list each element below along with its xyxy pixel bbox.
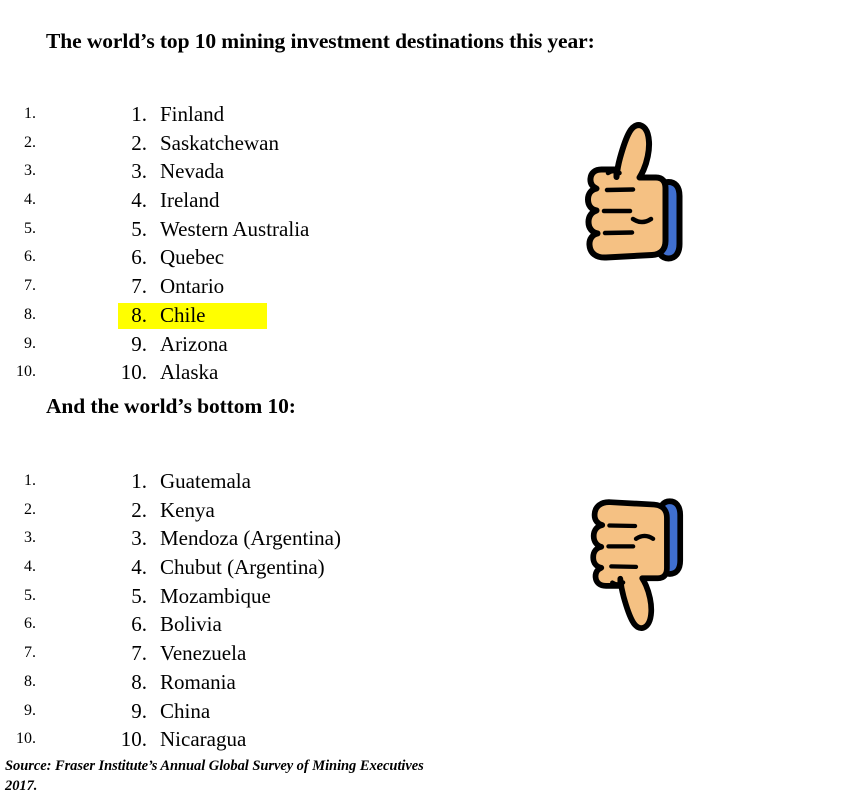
bottom-list-item-number: 7. xyxy=(100,639,147,668)
bottom-list-item-label: Guatemala xyxy=(160,467,251,496)
bottom-list-item: 2. Kenya xyxy=(40,496,460,525)
top-list-item-number: 6. xyxy=(100,243,147,272)
top-list-item-number: 4. xyxy=(100,186,147,215)
top-list-item-number: 9. xyxy=(100,330,147,359)
bottom-list-item-number: 6. xyxy=(100,610,147,639)
bottom-list-item: 9. China xyxy=(40,697,460,726)
top-list-item-label: Western Australia xyxy=(160,215,309,244)
top-list-item: 8. Chile xyxy=(40,301,460,330)
top-list-item: 2. Saskatchewan xyxy=(40,129,460,158)
top-list-item-number: 1. xyxy=(100,100,147,129)
top-list-item-label: Alaska xyxy=(160,358,218,387)
thumbs-down-icon xyxy=(578,489,694,639)
top-list-item: 3. Nevada xyxy=(40,157,460,186)
bottom-list-item: 4. Chubut (Argentina) xyxy=(40,553,460,582)
top-list-item: 9. Arizona xyxy=(40,330,460,359)
top-list-item-label: Arizona xyxy=(160,330,228,359)
bottom-list-item: 3. Mendoza (Argentina) xyxy=(40,524,460,553)
top-list-item: 10. Alaska xyxy=(40,358,460,387)
bottom-list-item-label: China xyxy=(160,697,210,726)
bottom-list-item: 7. Venezuela xyxy=(40,639,460,668)
top-list-item: 7. Ontario xyxy=(40,272,460,301)
bottom-list-item-label: Romania xyxy=(160,668,236,697)
bottom-list-item: 8. Romania xyxy=(40,668,460,697)
bottom-list-item-label: Kenya xyxy=(160,496,215,525)
top-list-item-label: Saskatchewan xyxy=(160,129,279,158)
top-list-item-label: Ireland xyxy=(160,186,219,215)
bottom-list-item-number: 2. xyxy=(100,496,147,525)
bottom-list-item-label: Mozambique xyxy=(160,582,271,611)
bottom-list-item-number: 8. xyxy=(100,668,147,697)
bottom-list-item: 5. Mozambique xyxy=(40,582,460,611)
bottom-list-item-number: 10. xyxy=(100,725,147,754)
top-list-item-number: 7. xyxy=(100,272,147,301)
bottom-list-heading: And the world’s bottom 10: xyxy=(46,396,296,418)
thumbs-up-knuckle-line-1 xyxy=(607,190,633,191)
top-list-item: 1. Finland xyxy=(40,100,460,129)
bottom-list-item-number: 3. xyxy=(100,524,147,553)
bottom-list-item-label: Venezuela xyxy=(160,639,246,668)
bottom-list-item-label: Mendoza (Argentina) xyxy=(160,524,341,553)
top-list-heading: The world’s top 10 mining investment des… xyxy=(46,31,595,53)
bottom-list-item: 6. Bolivia xyxy=(40,610,460,639)
top-list-item-label: Finland xyxy=(160,100,224,129)
thumbs-up-icon xyxy=(572,120,694,265)
top-list-item: 5. Western Australia xyxy=(40,215,460,244)
bottom-list-item-label: Bolivia xyxy=(160,610,222,639)
top-10-list: 1. Finland 2. Saskatchewan 3. Nevada 4. Ireland… xyxy=(0,100,460,387)
top-list-item-label: Quebec xyxy=(160,243,224,272)
bottom-list-item-label: Chubut (Argentina) xyxy=(160,553,325,582)
bottom-list-item-number: 9. xyxy=(100,697,147,726)
top-list-item-number: 3. xyxy=(100,157,147,186)
source-citation: Source: Fraser Institute’s Annual Global… xyxy=(5,757,445,796)
top-list-item: 6. Quebec xyxy=(40,243,460,272)
top-list-item-number: 5. xyxy=(100,215,147,244)
bottom-list-item-number: 4. xyxy=(100,553,147,582)
bottom-list-item-label: Nicaragua xyxy=(160,725,246,754)
top-list-item-label: Ontario xyxy=(160,272,224,301)
thumbs-down-thumb-crease xyxy=(612,583,623,585)
bottom-list-item-number: 1. xyxy=(100,467,147,496)
bottom-list-item: 10. Nicaragua xyxy=(40,725,460,754)
thumbs-up-knuckle-line-3 xyxy=(605,233,632,234)
thumbs-up-thumb-crease xyxy=(608,171,620,173)
top-list-item: 4. Ireland xyxy=(40,186,460,215)
top-list-item-label: Chile xyxy=(160,301,206,330)
top-list-item-number: 8. xyxy=(100,301,147,330)
top-list-item-number: 2. xyxy=(100,129,147,158)
top-list-item-number: 10. xyxy=(100,358,147,387)
bottom-list-item: 1. Guatemala xyxy=(40,467,460,496)
top-list-item-label: Nevada xyxy=(160,157,224,186)
bottom-list-item-number: 5. xyxy=(100,582,147,611)
